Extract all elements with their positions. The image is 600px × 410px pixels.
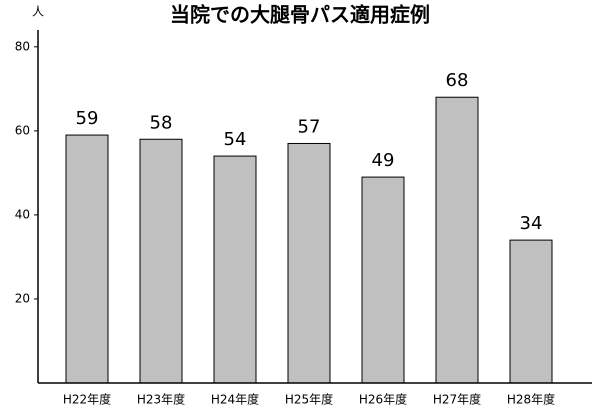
y-tick-label: 40: [15, 207, 30, 221]
x-tick-label: H27年度: [433, 392, 481, 407]
value-label: 58: [150, 112, 173, 133]
x-tick-label: H25年度: [285, 392, 333, 407]
bar: [287, 142, 331, 384]
bar: [509, 239, 553, 384]
value-label: 57: [298, 116, 321, 137]
y-axis-unit: 人: [32, 5, 44, 19]
x-tick-label: H22年度: [63, 392, 111, 407]
value-label: 54: [224, 129, 247, 150]
x-tick-label: H23年度: [137, 392, 185, 407]
value-label: 59: [76, 108, 99, 129]
x-tick-label: H28年度: [507, 392, 555, 407]
value-label: 49: [372, 150, 395, 171]
bar: [139, 138, 183, 384]
x-tick-label: H26年度: [359, 392, 407, 407]
bar: [435, 96, 479, 384]
y-tick-label: 80: [15, 39, 30, 53]
chart-title: 当院での大腿骨パス適用症例: [170, 3, 430, 27]
y-tick-label: 20: [15, 291, 30, 305]
bar: [213, 155, 257, 384]
x-tick-label: H24年度: [211, 392, 259, 407]
value-label: 68: [446, 70, 469, 91]
value-label: 34: [520, 213, 543, 234]
bar: [65, 134, 109, 384]
bar: [361, 176, 405, 384]
y-tick-label: 60: [15, 123, 30, 137]
